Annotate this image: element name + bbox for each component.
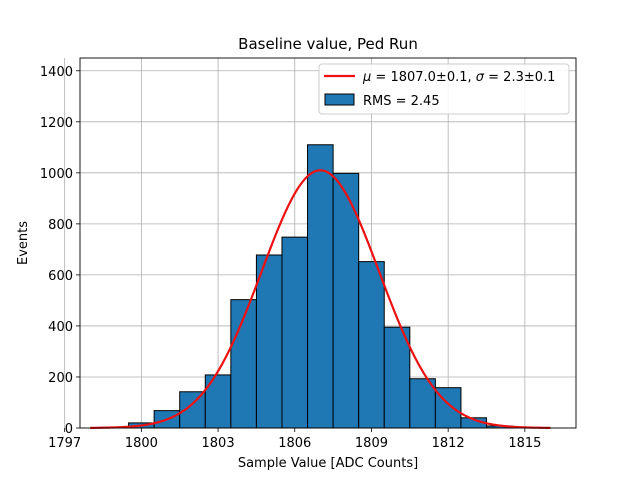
histogram-bar [281, 236, 309, 429]
histogram-bar [255, 254, 283, 429]
gaussian-fit-line [90, 169, 551, 429]
plot-frame [79, 57, 577, 429]
legend-histogram-label: RMS = 2.45 [363, 94, 440, 109]
legend-sigma-symbol: σ [476, 70, 485, 85]
x-tick-label: 1806 [278, 436, 311, 451]
x-tick-label: 1809 [355, 436, 388, 451]
histogram-bar [332, 172, 360, 429]
y-tick-label: 1400 [40, 65, 73, 80]
y-tick-label: 0 [65, 422, 73, 437]
legend-box [318, 63, 570, 115]
histogram-bar [307, 144, 334, 429]
x-tick-label: 1803 [202, 436, 235, 451]
histogram-bars [102, 144, 539, 429]
histogram-bar [409, 378, 436, 429]
x-tick-label: 1812 [432, 436, 465, 451]
x-axis-label: Sample Value [ADC Counts] [238, 456, 418, 471]
y-tick-label: 800 [48, 218, 73, 233]
histogram-bar [358, 261, 385, 429]
x-tick-label: 1800 [125, 436, 158, 451]
legend-fit-label: μ = 1807.0±0.1, σ = 2.3±0.1 [362, 70, 555, 85]
y-axis-ticks: 0 200 400 600 800 1000 1200 1400 [40, 65, 80, 437]
chart-title: Baseline value, Ped Run [238, 35, 418, 53]
legend-histogram-swatch [324, 93, 355, 106]
legend-sigma-value: = 2.3±0.1 [484, 70, 555, 85]
histogram-bar [204, 374, 232, 429]
y-tick-label: 200 [48, 371, 73, 386]
y-tick-label: 600 [48, 269, 73, 284]
histogram-bar [383, 326, 411, 429]
legend-mu-value: = 1807.0±0.1, [371, 70, 475, 85]
x-tick-label: 1797 [48, 436, 81, 451]
x-tick-label: 1815 [508, 436, 541, 451]
legend-mu-symbol: μ [362, 70, 371, 85]
x-axis-ticks: 1797 1800 1803 1806 1809 1812 1815 [48, 428, 541, 451]
legend: μ = 1807.0±0.1, σ = 2.3±0.1 RMS = 2.45 [318, 63, 570, 115]
y-tick-label: 400 [48, 320, 73, 335]
y-tick-label: 1200 [40, 116, 73, 131]
y-axis-label: Events [16, 221, 31, 265]
y-tick-label: 1000 [40, 167, 73, 182]
